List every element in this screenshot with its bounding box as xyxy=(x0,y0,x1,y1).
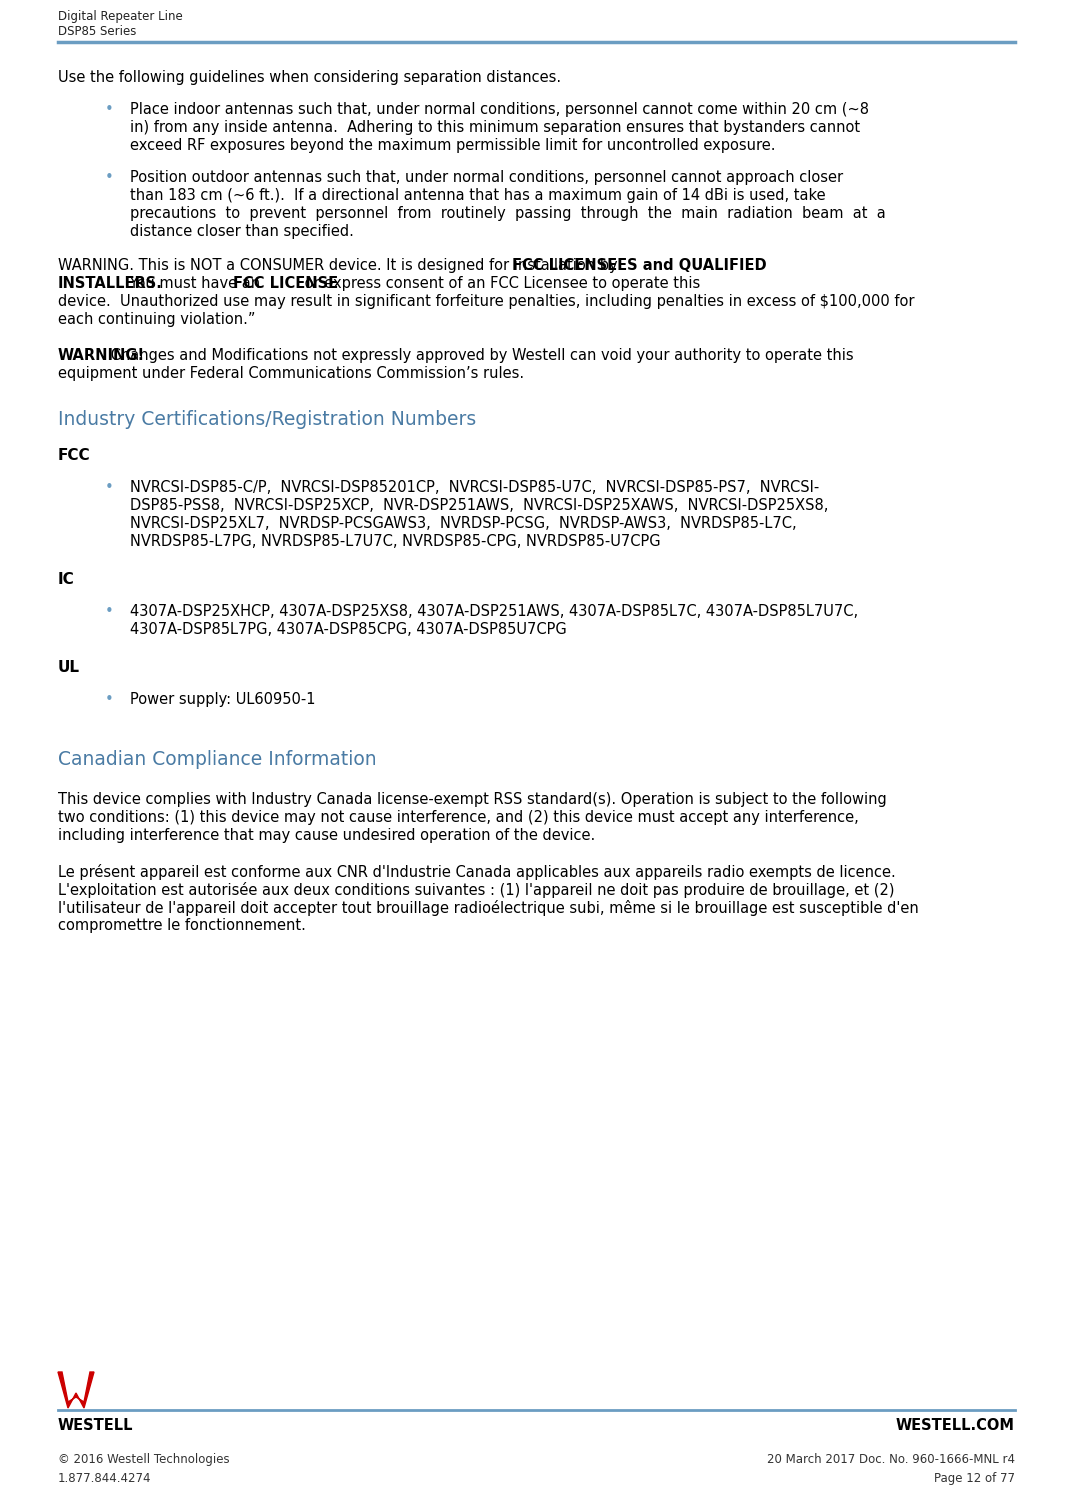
Text: exceed RF exposures beyond the maximum permissible limit for uncontrolled exposu: exceed RF exposures beyond the maximum p… xyxy=(130,137,775,152)
Text: IC: IC xyxy=(58,572,75,587)
Text: equipment under Federal Communications Commission’s rules.: equipment under Federal Communications C… xyxy=(58,366,524,381)
Text: precautions  to  prevent  personnel  from  routinely  passing  through  the  mai: precautions to prevent personnel from ro… xyxy=(130,206,886,221)
Text: FCC LICENSE: FCC LICENSE xyxy=(233,276,339,291)
Text: •: • xyxy=(105,102,113,117)
Text: •: • xyxy=(105,604,113,619)
Text: NVRCSI-DSP85-C/P,  NVRCSI-DSP85201CP,  NVRCSI-DSP85-U7C,  NVRCSI-DSP85-PS7,  NVR: NVRCSI-DSP85-C/P, NVRCSI-DSP85201CP, NVR… xyxy=(130,480,819,495)
Text: 4307A-DSP85L7PG, 4307A-DSP85CPG, 4307A-DSP85U7CPG: 4307A-DSP85L7PG, 4307A-DSP85CPG, 4307A-D… xyxy=(130,622,567,636)
Text: 4307A-DSP25XHCP, 4307A-DSP25XS8, 4307A-DSP251AWS, 4307A-DSP85L7C, 4307A-DSP85L7U: 4307A-DSP25XHCP, 4307A-DSP25XS8, 4307A-D… xyxy=(130,604,858,619)
Text: You must have an: You must have an xyxy=(125,276,264,291)
Text: 1.877.844.4274: 1.877.844.4274 xyxy=(58,1472,152,1485)
Text: L'exploitation est autorisée aux deux conditions suivantes : (1) l'appareil ne d: L'exploitation est autorisée aux deux co… xyxy=(58,881,895,898)
Text: compromettre le fonctionnement.: compromettre le fonctionnement. xyxy=(58,917,306,932)
Text: Canadian Compliance Information: Canadian Compliance Information xyxy=(58,750,376,769)
Polygon shape xyxy=(58,1371,94,1407)
Text: 20 March 2017 Doc. No. 960-1666-MNL r4: 20 March 2017 Doc. No. 960-1666-MNL r4 xyxy=(766,1454,1014,1466)
Text: l'utilisateur de l'appareil doit accepter tout brouillage radioélectrique subi, : l'utilisateur de l'appareil doit accepte… xyxy=(58,899,918,916)
Text: Industry Certifications/Registration Numbers: Industry Certifications/Registration Num… xyxy=(58,409,477,429)
Text: device.  Unauthorized use may result in significant forfeiture penalties, includ: device. Unauthorized use may result in s… xyxy=(58,294,914,309)
Text: Digital Repeater Line: Digital Repeater Line xyxy=(58,10,183,22)
Text: in) from any inside antenna.  Adhering to this minimum separation ensures that b: in) from any inside antenna. Adhering to… xyxy=(130,120,861,134)
Text: Le présent appareil est conforme aux CNR d'Industrie Canada applicables aux appa: Le présent appareil est conforme aux CNR… xyxy=(58,864,896,880)
Text: •: • xyxy=(105,480,113,495)
Text: WARNING!: WARNING! xyxy=(58,348,145,363)
Text: •: • xyxy=(105,692,113,707)
Text: Page 12 of 77: Page 12 of 77 xyxy=(934,1472,1014,1485)
Text: DSP85-PSS8,  NVRCSI-DSP25XCP,  NVR-DSP251AWS,  NVRCSI-DSP25XAWS,  NVRCSI-DSP25XS: DSP85-PSS8, NVRCSI-DSP25XCP, NVR-DSP251A… xyxy=(130,498,828,512)
Text: Place indoor antennas such that, under normal conditions, personnel cannot come : Place indoor antennas such that, under n… xyxy=(130,102,869,117)
Text: distance closer than specified.: distance closer than specified. xyxy=(130,224,354,239)
Text: Changes and Modifications not expressly approved by Westell can void your author: Changes and Modifications not expressly … xyxy=(107,348,854,363)
Text: each continuing violation.”: each continuing violation.” xyxy=(58,312,255,327)
Text: including interference that may cause undesired operation of the device.: including interference that may cause un… xyxy=(58,828,595,843)
Text: than 183 cm (~6 ft.).  If a directional antenna that has a maximum gain of 14 dB: than 183 cm (~6 ft.). If a directional a… xyxy=(130,188,825,203)
Text: Power supply: UL60950-1: Power supply: UL60950-1 xyxy=(130,692,315,707)
Text: UL: UL xyxy=(58,660,80,675)
Text: two conditions: (1) this device may not cause interference, and (2) this device : two conditions: (1) this device may not … xyxy=(58,810,858,825)
Text: or express consent of an FCC Licensee to operate this: or express consent of an FCC Licensee to… xyxy=(300,276,700,291)
Text: FCC LICENSEES and QUALIFIED: FCC LICENSEES and QUALIFIED xyxy=(512,258,766,273)
Text: FCC: FCC xyxy=(58,448,91,463)
Text: WESTELL.COM: WESTELL.COM xyxy=(896,1418,1014,1433)
Text: © 2016 Westell Technologies: © 2016 Westell Technologies xyxy=(58,1454,230,1466)
Text: INSTALLERS.: INSTALLERS. xyxy=(58,276,162,291)
Text: WARNING. This is NOT a CONSUMER device. It is designed for installation by: WARNING. This is NOT a CONSUMER device. … xyxy=(58,258,622,273)
Text: NVRCSI-DSP25XL7,  NVRDSP-PCSGAWS3,  NVRDSP-PCSG,  NVRDSP-AWS3,  NVRDSP85-L7C,: NVRCSI-DSP25XL7, NVRDSP-PCSGAWS3, NVRDSP… xyxy=(130,515,796,530)
Text: WESTELL: WESTELL xyxy=(58,1418,134,1433)
Text: DSP85 Series: DSP85 Series xyxy=(58,25,137,37)
Text: NVRDSP85-L7PG, NVRDSP85-L7U7C, NVRDSP85-CPG, NVRDSP85-U7CPG: NVRDSP85-L7PG, NVRDSP85-L7U7C, NVRDSP85-… xyxy=(130,533,661,548)
Text: Use the following guidelines when considering separation distances.: Use the following guidelines when consid… xyxy=(58,70,561,85)
Text: Position outdoor antennas such that, under normal conditions, personnel cannot a: Position outdoor antennas such that, und… xyxy=(130,170,843,185)
Text: This device complies with Industry Canada license-exempt RSS standard(s). Operat: This device complies with Industry Canad… xyxy=(58,792,887,807)
Text: •: • xyxy=(105,170,113,185)
